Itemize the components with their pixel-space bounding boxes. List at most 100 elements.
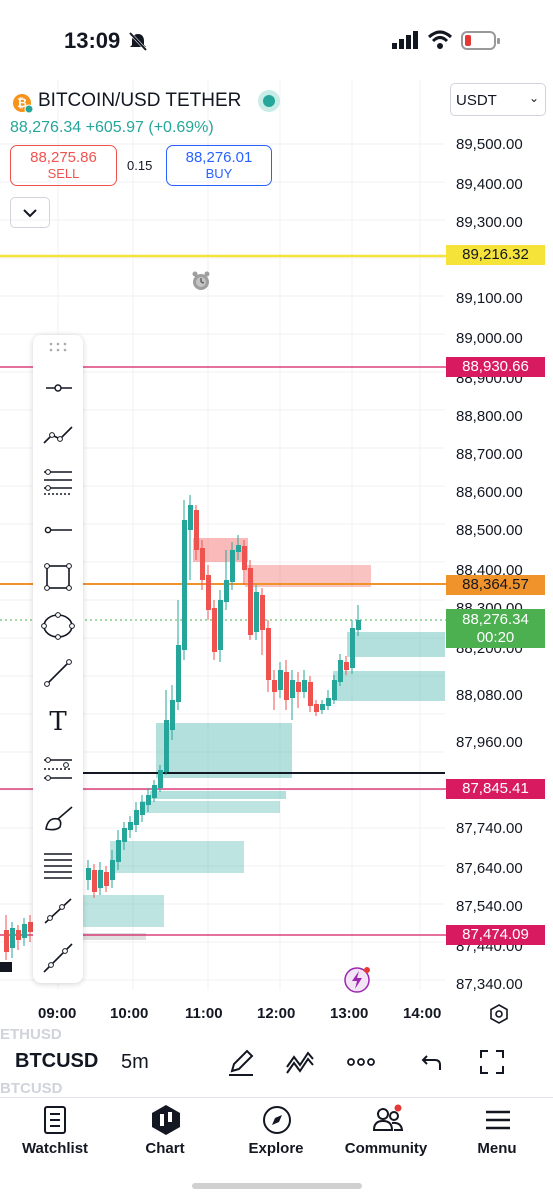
price-tick: 88,400.00 xyxy=(456,562,523,579)
alarm-clock-icon[interactable] xyxy=(190,270,212,292)
wifi-icon xyxy=(427,30,453,49)
candle-body xyxy=(104,872,109,886)
candle-body xyxy=(302,680,307,692)
fib-extension-tool-icon[interactable] xyxy=(40,751,76,787)
toolbar-divider xyxy=(0,1097,553,1098)
nav-menu-label: Menu xyxy=(477,1140,517,1157)
interval-selector[interactable]: 5m xyxy=(121,1051,149,1073)
price-change-line: 88,276.34 +605.97 (+0.69%) xyxy=(10,119,214,137)
indicators-icon[interactable] xyxy=(284,1047,316,1077)
event-lightning-icon[interactable] xyxy=(343,965,373,995)
symbol-selector[interactable]: BTCUSD xyxy=(15,1050,99,1072)
signal-icon xyxy=(392,31,418,49)
candle-body xyxy=(224,580,229,602)
time-tick: 10:00 xyxy=(110,1005,149,1022)
symbol-title[interactable]: BITCOIN/USD TETHER xyxy=(38,90,242,111)
candle-body xyxy=(92,870,97,892)
red-line-price-tag: 87,474.09 xyxy=(446,925,545,945)
ghost-symbol-above: ETHUSD xyxy=(0,1026,62,1043)
ellipse-tool-icon[interactable] xyxy=(40,608,76,644)
spread: 0.15 xyxy=(127,158,153,173)
order-block-zone xyxy=(110,841,244,873)
candle-body xyxy=(128,822,133,830)
watchlist-icon xyxy=(44,1106,66,1134)
nav-watchlist-label: Watchlist xyxy=(21,1140,89,1157)
candle-body xyxy=(320,704,325,710)
candle-body xyxy=(86,868,91,880)
candle-body xyxy=(350,628,355,668)
candle-body xyxy=(158,770,163,788)
tradingview-logo xyxy=(0,962,12,972)
price-tick: 89,500.00 xyxy=(456,136,523,153)
currency-select[interactable]: USDT ⌄ xyxy=(450,83,546,116)
rectangle-tool-icon[interactable] xyxy=(40,559,76,595)
candle-body xyxy=(194,510,199,550)
order-block-zone xyxy=(333,671,445,701)
candle-body xyxy=(332,680,337,700)
chart-canvas[interactable] xyxy=(0,80,553,1040)
price-tick: 87,540.00 xyxy=(456,898,523,915)
svg-text:T: T xyxy=(49,707,67,737)
buy-price: 88,276.01 xyxy=(185,149,253,166)
text-tool-icon[interactable]: T xyxy=(40,702,76,738)
buy-label: BUY xyxy=(205,166,233,181)
candle-body xyxy=(206,575,211,610)
last-price: 88,276.34 xyxy=(10,119,82,136)
fib-retracement-tool-icon[interactable] xyxy=(40,464,76,500)
sell-price: 88,275.86 xyxy=(30,149,97,166)
more-options-icon[interactable] xyxy=(346,1055,376,1069)
price-tick: 89,300.00 xyxy=(456,214,523,231)
candle-body xyxy=(4,930,9,952)
price-tick: 88,600.00 xyxy=(456,484,523,501)
candle-body xyxy=(230,550,235,582)
price-tick: 88,080.00 xyxy=(456,687,523,704)
order-block-zone xyxy=(245,565,371,587)
horizontal-line-tool-icon[interactable] xyxy=(40,512,76,548)
order-block-zone xyxy=(70,895,164,927)
chart-settings-hexagon-icon[interactable] xyxy=(488,1003,510,1025)
yellow-line-price-tag: 89,216.32 xyxy=(446,245,545,265)
bottom-navigation: Watchlist Chart Explore Community Menu xyxy=(0,1100,553,1200)
compass-icon xyxy=(263,1106,291,1134)
horizontal-ray-tool-icon[interactable] xyxy=(40,370,76,406)
buy-button[interactable]: 88,276.01 BUY xyxy=(166,145,272,186)
candle-body xyxy=(260,595,265,630)
chevron-down-icon: ⌄ xyxy=(528,91,539,105)
price-tick: 87,640.00 xyxy=(456,860,523,877)
candle-countdown: 00:20 xyxy=(476,629,515,646)
brush-tool-icon[interactable] xyxy=(40,799,76,835)
undo-icon[interactable] xyxy=(420,1050,444,1074)
order-block-zone xyxy=(140,801,280,813)
candle-body xyxy=(146,795,151,805)
time-tick: 12:00 xyxy=(257,1005,296,1022)
parallel-channel-tool-icon[interactable] xyxy=(40,846,76,882)
fullscreen-icon[interactable] xyxy=(478,1048,506,1076)
candle-body xyxy=(134,810,139,825)
status-time: 13:09 xyxy=(64,28,121,53)
chevron-down-icon xyxy=(23,209,37,218)
candle-body xyxy=(236,545,241,552)
candle-body xyxy=(10,928,15,948)
ray-tool-icon[interactable] xyxy=(40,893,76,929)
trend-line-tool-icon[interactable] xyxy=(40,655,76,691)
order-block-zone xyxy=(156,723,292,778)
candle-body xyxy=(254,592,259,632)
candle-body xyxy=(356,620,361,630)
draw-pen-icon[interactable] xyxy=(226,1047,256,1077)
candle-body xyxy=(140,802,145,815)
svg-text:₿: ₿ xyxy=(17,96,27,110)
candle-body xyxy=(164,720,169,772)
orange-line-price-tag: 88,364.57 xyxy=(446,575,545,595)
status-bar: 13:09 xyxy=(0,0,553,80)
candle-body xyxy=(242,546,247,570)
candle-body xyxy=(218,600,223,650)
extended-line-tool-icon[interactable] xyxy=(40,940,76,976)
candle-body xyxy=(28,922,33,932)
trend-angle-tool-icon[interactable] xyxy=(40,417,76,453)
order-block-zone xyxy=(150,791,286,799)
nav-community-label: Community xyxy=(344,1140,428,1157)
chart-area[interactable]: ₿ BITCOIN/USD TETHER 88,276.34 +605.97 (… xyxy=(0,80,553,1040)
expand-toggle-button[interactable] xyxy=(10,197,50,228)
sell-button[interactable]: 88,275.86 SELL xyxy=(10,145,117,186)
drag-handle-icon[interactable] xyxy=(47,341,69,355)
